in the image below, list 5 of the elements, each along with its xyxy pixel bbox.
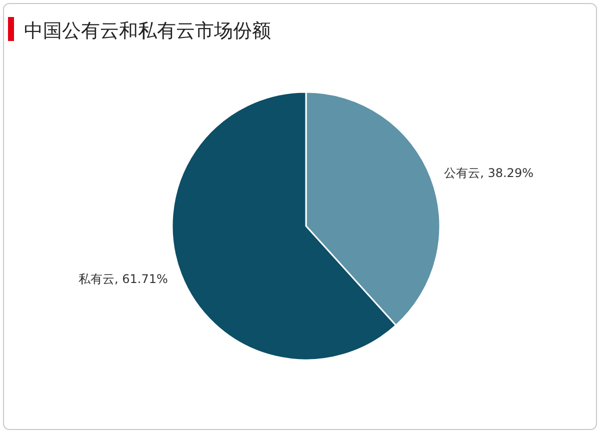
data-label: , 38.29% [480, 166, 534, 180]
data-label: , 61.71% [114, 272, 168, 286]
chart-title: 中国公有云和私有云市场份额 [24, 20, 271, 42]
slice-label: 公有云 [444, 166, 480, 180]
slice-label: 私有云 [78, 272, 115, 286]
